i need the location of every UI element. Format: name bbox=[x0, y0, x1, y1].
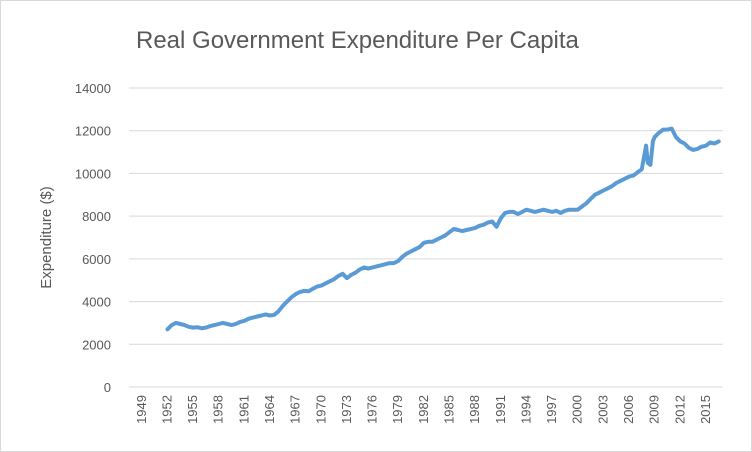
x-tick-label: 1997 bbox=[544, 395, 559, 424]
y-axis-label: Expenditure ($) bbox=[38, 186, 55, 289]
x-axis-ticks: 1949 1952 1955 1958 1961 1964 1967 1970 1973 1976… bbox=[134, 395, 713, 424]
gridlines bbox=[129, 87, 723, 345]
x-tick-label: 1961 bbox=[236, 395, 251, 424]
y-tick-label: 0 bbox=[104, 380, 111, 395]
x-tick-label: 1949 bbox=[134, 395, 149, 424]
x-tick-label: 1970 bbox=[313, 395, 328, 424]
x-tick-label: 1967 bbox=[288, 395, 303, 424]
y-axis-ticks: 0 2000 4000 6000 8000 10000 12000 14000 bbox=[75, 81, 111, 395]
x-tick-label: 1973 bbox=[339, 395, 354, 424]
x-tick-label: 1958 bbox=[211, 395, 226, 424]
chart-title: Real Government Expenditure Per Capita bbox=[136, 27, 579, 54]
series-line bbox=[165, 126, 721, 332]
y-tick-label: 12000 bbox=[75, 124, 111, 139]
x-tick-label: 2012 bbox=[672, 395, 687, 424]
x-tick-label: 2009 bbox=[647, 395, 662, 424]
x-tick-label: 1952 bbox=[159, 395, 174, 424]
x-tick-label: 2006 bbox=[621, 395, 636, 424]
y-tick-label: 2000 bbox=[82, 337, 111, 352]
x-tick-label: 1979 bbox=[390, 395, 405, 424]
x-tick-label: 1994 bbox=[518, 395, 533, 424]
y-tick-label: 14000 bbox=[75, 81, 111, 96]
y-tick-label: 8000 bbox=[82, 209, 111, 224]
x-tick-label: 2015 bbox=[698, 395, 713, 424]
x-tick-label: 2003 bbox=[595, 395, 610, 424]
x-tick-label: 1982 bbox=[416, 395, 431, 424]
series-layer bbox=[165, 126, 721, 332]
x-tick-label: 1955 bbox=[185, 395, 200, 424]
x-tick-label: 1985 bbox=[442, 395, 457, 424]
x-tick-label: 1976 bbox=[365, 395, 380, 424]
x-tick-label: 1988 bbox=[467, 395, 482, 424]
y-tick-label: 10000 bbox=[75, 166, 111, 181]
x-tick-label: 1991 bbox=[493, 395, 508, 424]
y-tick-label: 4000 bbox=[82, 295, 111, 310]
x-tick-label: 2000 bbox=[570, 395, 585, 424]
y-tick-label: 6000 bbox=[82, 252, 111, 267]
x-tick-label: 1964 bbox=[262, 395, 277, 424]
